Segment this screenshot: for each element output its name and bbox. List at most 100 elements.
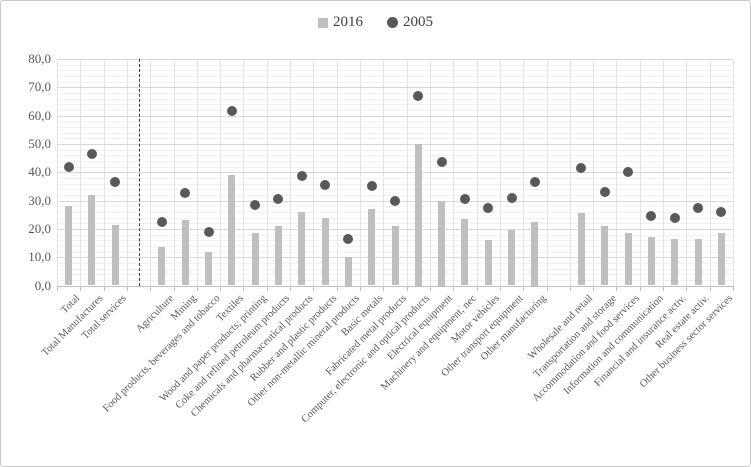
y-axis-tick-label: 80,0 bbox=[28, 51, 51, 66]
minor-gridline bbox=[57, 70, 733, 72]
x-axis-tick bbox=[103, 286, 105, 291]
x-axis-tick bbox=[453, 286, 455, 291]
x-axis-tick bbox=[733, 286, 734, 291]
x-axis-tick bbox=[686, 286, 688, 291]
x-axis-tick bbox=[243, 286, 245, 291]
x-axis-tick bbox=[80, 286, 82, 291]
x-axis-tick bbox=[126, 286, 128, 291]
data-point-2005 bbox=[296, 171, 307, 182]
minor-gridline bbox=[57, 149, 733, 151]
minor-gridline bbox=[57, 126, 733, 128]
bar-2016 bbox=[508, 230, 516, 286]
data-point-2005 bbox=[623, 167, 634, 178]
y-axis-tick-label: 50,0 bbox=[28, 135, 51, 151]
bar-2016 bbox=[344, 257, 352, 286]
x-axis-tick bbox=[593, 286, 595, 291]
data-point-2005 bbox=[226, 106, 237, 117]
minor-gridline bbox=[57, 132, 733, 134]
bar-2016 bbox=[624, 233, 632, 286]
y-axis-tick-label: 40,0 bbox=[28, 164, 51, 180]
minor-gridline bbox=[57, 104, 733, 106]
data-point-2005 bbox=[110, 177, 121, 188]
x-axis-tick bbox=[336, 286, 338, 291]
bar-2016 bbox=[694, 238, 702, 286]
y-axis-tick-label: 20,0 bbox=[28, 220, 51, 236]
minor-gridline bbox=[57, 121, 733, 123]
data-point-2005 bbox=[156, 216, 167, 227]
data-point-2005 bbox=[693, 202, 704, 213]
major-gridline bbox=[57, 143, 733, 145]
minor-gridline bbox=[57, 189, 733, 191]
minor-gridline bbox=[57, 177, 733, 179]
group-separator-dashed-line bbox=[138, 59, 140, 286]
bar-2016 bbox=[298, 211, 306, 286]
minor-gridline bbox=[57, 155, 733, 157]
data-point-2005 bbox=[506, 192, 517, 203]
legend-item-2005[interactable]: 2005 bbox=[387, 14, 433, 31]
x-axis-tick bbox=[499, 286, 501, 291]
y-axis-tick-label: 30,0 bbox=[28, 192, 51, 208]
bar-2016 bbox=[577, 213, 585, 286]
data-point-2005 bbox=[599, 187, 610, 198]
data-point-2005 bbox=[529, 177, 540, 188]
bar-2016 bbox=[251, 233, 259, 286]
bar-2016 bbox=[111, 224, 119, 286]
data-point-2005 bbox=[86, 148, 97, 159]
x-axis-tick bbox=[173, 286, 175, 291]
x-axis-tick bbox=[523, 286, 525, 291]
legend-2016-square-icon bbox=[318, 17, 328, 28]
bar-2016 bbox=[391, 226, 399, 286]
chart-legend: 2016 2005 bbox=[1, 14, 750, 31]
bar-2016 bbox=[158, 247, 166, 286]
data-point-2005 bbox=[250, 199, 261, 210]
minor-gridline bbox=[57, 64, 733, 66]
bar-2016 bbox=[228, 175, 236, 286]
bar-2016 bbox=[65, 206, 73, 286]
minor-gridline bbox=[57, 92, 733, 94]
data-point-2005 bbox=[483, 202, 494, 213]
x-axis-tick bbox=[290, 286, 292, 291]
data-point-2005 bbox=[436, 157, 447, 168]
x-axis-tick bbox=[406, 286, 408, 291]
bar-2016 bbox=[321, 217, 329, 286]
minor-gridline bbox=[57, 217, 733, 219]
data-point-2005 bbox=[459, 194, 470, 205]
x-axis-tick bbox=[57, 286, 58, 291]
legend-item-2016[interactable]: 2016 bbox=[318, 14, 363, 31]
x-axis-tick bbox=[313, 286, 315, 291]
x-axis-tick bbox=[569, 286, 571, 291]
minor-gridline bbox=[57, 160, 733, 162]
legend-2016-label: 2016 bbox=[333, 14, 363, 30]
data-point-2005 bbox=[390, 195, 400, 206]
data-point-2005 bbox=[343, 233, 354, 244]
minor-gridline bbox=[57, 81, 733, 83]
x-axis-tick bbox=[639, 286, 641, 291]
data-point-2005 bbox=[180, 188, 191, 199]
minor-gridline bbox=[57, 206, 733, 208]
bar-2016 bbox=[671, 238, 679, 286]
data-point-2005 bbox=[63, 161, 74, 172]
data-point-2005 bbox=[669, 212, 680, 223]
data-point-2005 bbox=[320, 179, 331, 190]
minor-gridline bbox=[57, 223, 733, 225]
x-axis-tick bbox=[663, 286, 665, 291]
data-point-2005 bbox=[716, 206, 727, 217]
data-point-2005 bbox=[366, 181, 377, 192]
legend-2005-circle-icon bbox=[387, 17, 398, 28]
bar-2016 bbox=[88, 194, 96, 286]
x-axis-tick bbox=[476, 286, 478, 291]
bar-2016 bbox=[205, 251, 213, 286]
x-axis-tick bbox=[429, 286, 431, 291]
x-axis-tick bbox=[709, 286, 711, 291]
data-point-2005 bbox=[203, 226, 214, 237]
x-axis-tick bbox=[383, 286, 385, 291]
major-gridline bbox=[57, 59, 733, 60]
major-gridline bbox=[57, 87, 733, 89]
x-axis-tick bbox=[150, 286, 152, 291]
x-axis-tick bbox=[360, 286, 362, 291]
minor-gridline bbox=[57, 109, 733, 111]
vertical-gridline bbox=[733, 59, 734, 286]
x-axis-tick bbox=[266, 286, 268, 291]
